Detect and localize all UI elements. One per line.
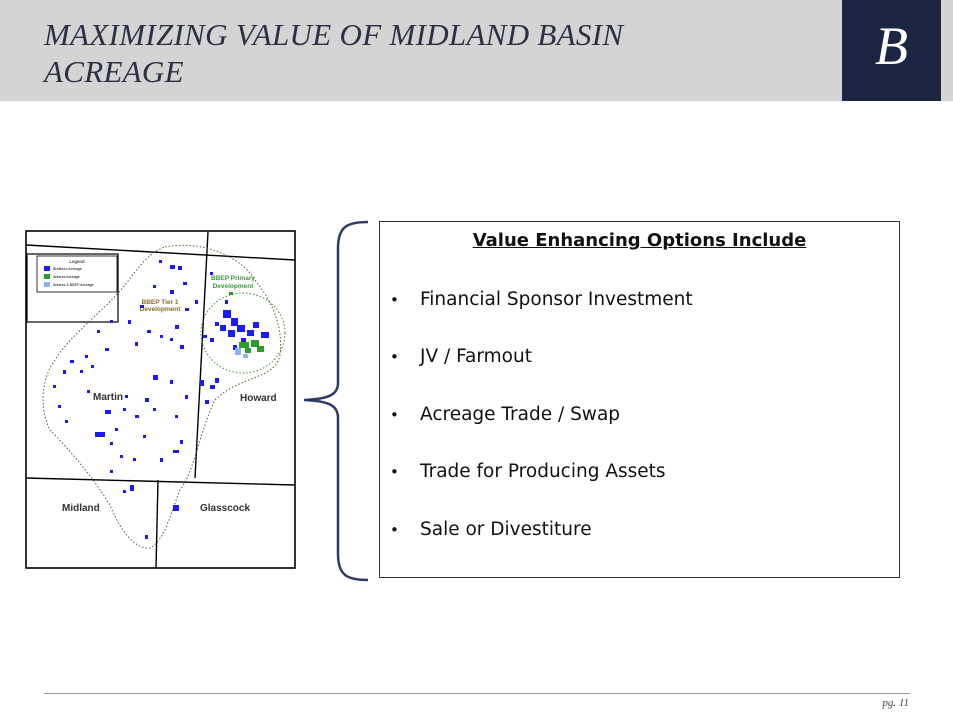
option-label: Acreage Trade / Swap [420, 404, 621, 425]
legend-swatch-both [44, 282, 50, 287]
legend-label-both: Antares & BBEP Acreage [53, 283, 94, 287]
bullet-icon: • [390, 348, 399, 366]
bullet-icon: • [390, 521, 399, 539]
option-item: • Trade for Producing Assets [390, 459, 666, 485]
county-line-martin-howard [194, 231, 209, 479]
county-line-north [25, 244, 296, 261]
option-label: Sale or Divestiture [420, 519, 592, 540]
option-item: • JV / Farmout [390, 344, 532, 370]
acreage-map: Legend Breitburn Acreage Antares Acreage… [25, 230, 296, 569]
legend-title: Legend [69, 259, 85, 264]
county-label-midland: Midland [62, 503, 100, 514]
legend-swatch-antares [44, 274, 50, 279]
county-line-midland-glasscock [155, 479, 159, 569]
option-item: • Acreage Trade / Swap [390, 402, 620, 428]
bullet-icon: • [390, 406, 399, 424]
option-item: • Sale or Divestiture [390, 517, 592, 543]
label-primary-line1: BBEP Primary [211, 275, 255, 282]
county-label-glasscock: Glasscock [200, 503, 250, 514]
county-line-south [25, 477, 296, 486]
legend-swatch-breitburn [44, 266, 50, 271]
option-label: JV / Farmout [420, 346, 532, 367]
label-primary-line2: Development [213, 283, 255, 290]
options-box: Value Enhancing Options Include • Financi… [379, 221, 900, 578]
tier1-outline [42, 244, 282, 549]
option-label: Financial Sponsor Investment [420, 289, 693, 310]
logo-letter: B [875, 16, 908, 76]
label-tier1-line1: BBEP Tier 1 [142, 299, 179, 306]
company-logo: B [842, 0, 941, 101]
option-label: Trade for Producing Assets [420, 461, 666, 482]
slide-title: MAXIMIZING VALUE OF MIDLAND BASIN ACREAG… [44, 17, 624, 89]
footer-divider [44, 693, 910, 694]
curly-brace [303, 220, 369, 582]
bullet-icon: • [390, 291, 399, 309]
page-number: pg. 11 [882, 697, 909, 709]
primary-outline [200, 292, 286, 374]
acreage-tracts-antares [229, 292, 264, 353]
acreage-tracts-both [235, 348, 248, 358]
county-label-martin: Martin [93, 392, 123, 403]
legend-inner [36, 255, 118, 293]
options-heading: Value Enhancing Options Include [472, 230, 807, 251]
label-tier1-line2: Development [140, 306, 182, 313]
header-band [0, 0, 953, 101]
legend-label-breitburn: Breitburn Acreage [53, 267, 82, 271]
acreage-tracts-breitburn [53, 260, 269, 539]
option-item: • Financial Sponsor Investment [390, 287, 693, 313]
county-label-howard: Howard [240, 393, 277, 404]
bullet-icon: • [390, 463, 399, 481]
legend-label-antares: Antares Acreage [53, 275, 80, 279]
